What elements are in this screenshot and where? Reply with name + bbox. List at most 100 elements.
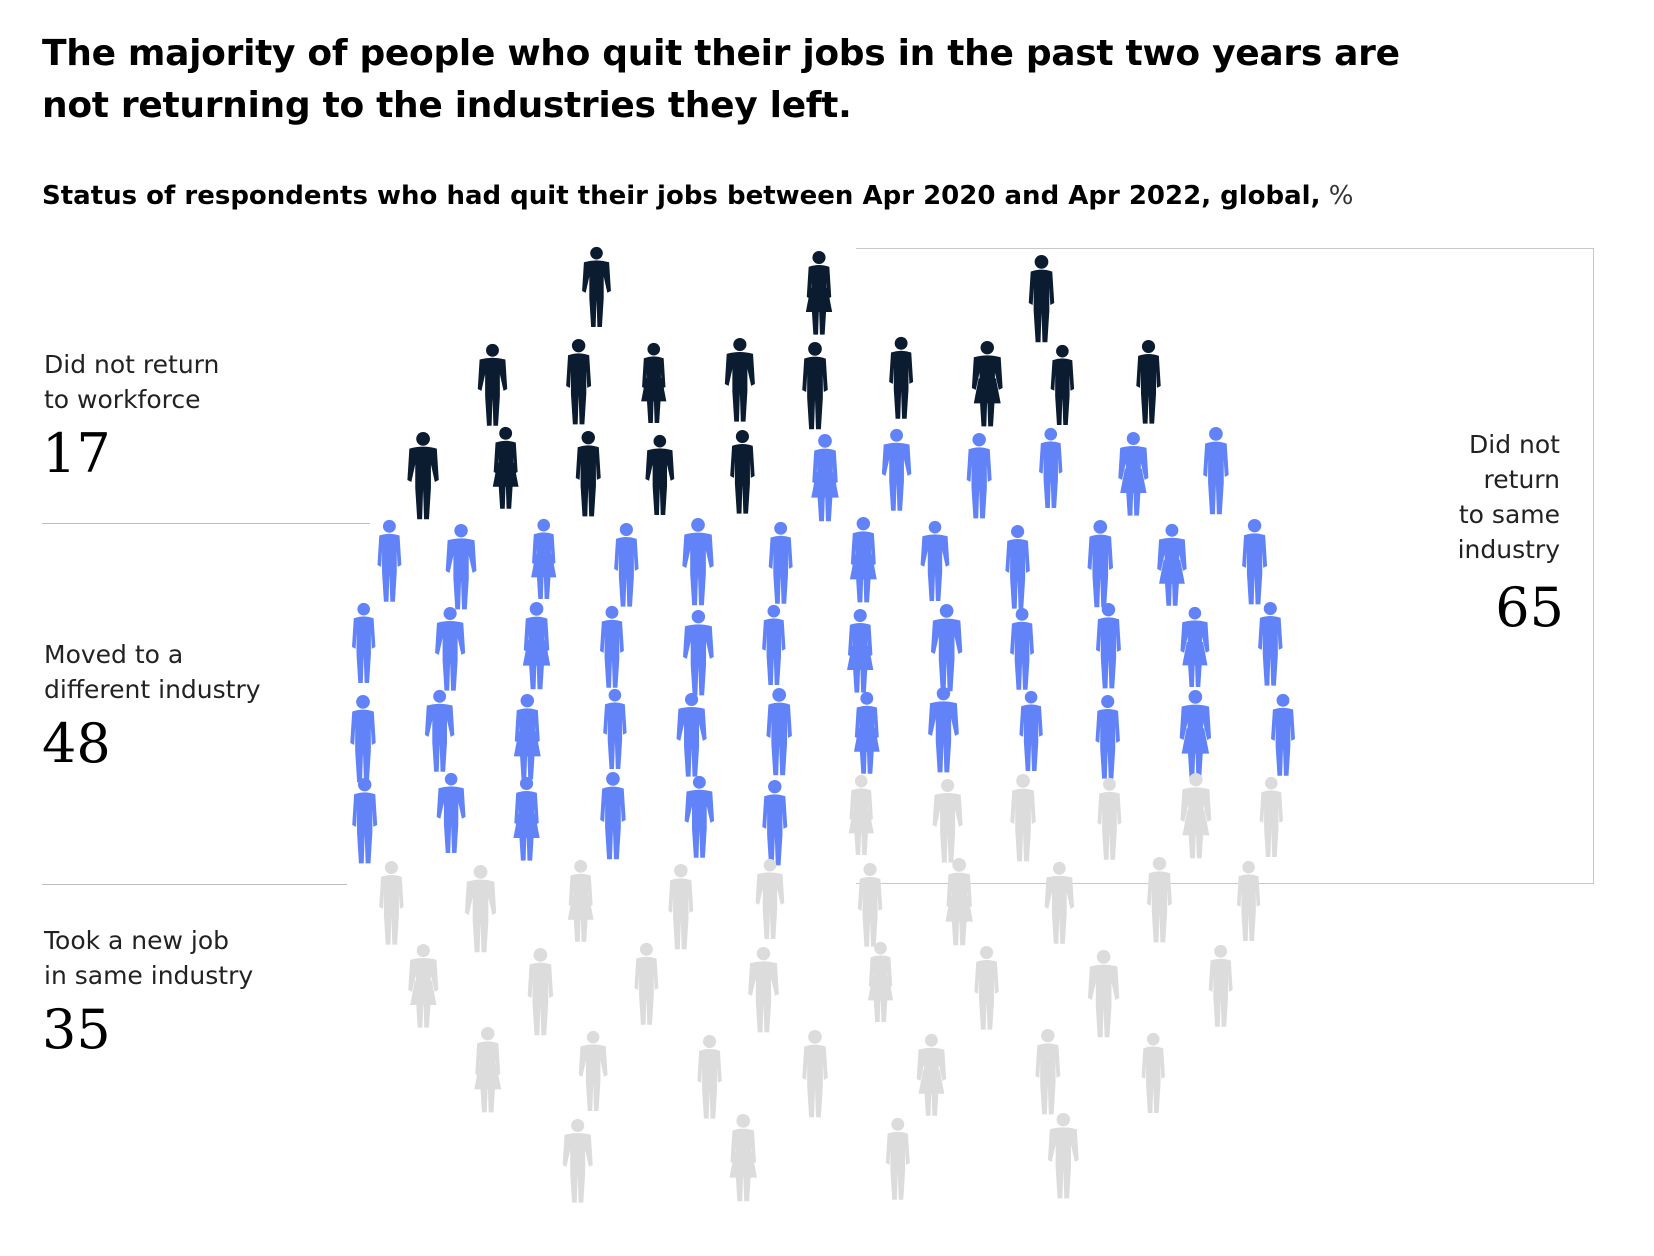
value-same-industry: 35 — [42, 998, 111, 1061]
combined-label-line4: industry — [1457, 535, 1560, 564]
label-same-industry-line1: Took a new job — [44, 926, 230, 955]
figure-same-industry — [567, 859, 594, 942]
figure-same-industry — [1259, 776, 1284, 857]
figure-different-industry — [849, 516, 877, 603]
figure-different-industry — [811, 433, 839, 522]
figure-different-industry — [614, 522, 639, 607]
figure-did-not-return-workforce — [889, 336, 914, 419]
figure-different-industry — [928, 686, 959, 773]
figure-different-industry — [1271, 693, 1295, 776]
figure-same-industry — [802, 1029, 828, 1118]
figure-different-industry — [424, 689, 455, 772]
figure-did-not-return-workforce — [477, 343, 508, 426]
figure-different-industry — [522, 601, 551, 690]
figure-different-industry — [930, 603, 963, 692]
figure-same-industry — [408, 943, 439, 1028]
figure-same-industry — [1010, 773, 1036, 862]
figure-same-industry — [379, 860, 404, 945]
figure-different-industry — [920, 520, 950, 601]
figure-same-industry — [857, 862, 883, 947]
figure-different-industry — [966, 432, 992, 519]
figure-same-industry — [1044, 861, 1075, 944]
figure-same-industry — [729, 1113, 757, 1202]
figure-same-industry — [474, 1026, 502, 1113]
figure-did-not-return-workforce — [575, 430, 601, 517]
figure-different-industry — [1010, 607, 1035, 690]
figure-different-industry — [1242, 518, 1268, 605]
figure-same-industry — [748, 946, 779, 1033]
figure-did-not-return-workforce — [805, 250, 833, 335]
figure-did-not-return-workforce — [1028, 254, 1055, 343]
label-not-return-workforce-line1: Did not return — [44, 350, 220, 379]
figure-different-industry — [1039, 427, 1063, 508]
figure-did-not-return-workforce — [1136, 339, 1161, 424]
figure-different-industry — [1258, 601, 1283, 686]
figure-different-industry — [1203, 426, 1229, 515]
figure-different-industry — [682, 517, 714, 606]
figure-different-industry — [377, 519, 402, 602]
figure-different-industry — [1157, 523, 1187, 606]
figure-different-industry — [762, 604, 786, 685]
figure-same-industry — [916, 1033, 947, 1116]
divider-1 — [42, 523, 370, 524]
figure-different-industry — [1095, 602, 1121, 689]
figure-did-not-return-workforce — [971, 340, 1003, 427]
figure-different-industry — [1180, 606, 1210, 687]
figure-same-industry — [1236, 860, 1261, 941]
figure-different-industry — [1095, 694, 1120, 779]
figure-same-industry — [668, 863, 694, 950]
figure-did-not-return-workforce — [1050, 344, 1075, 425]
label-not-return-workforce-line2: to workforce — [44, 385, 201, 414]
figure-different-industry — [435, 606, 466, 691]
figure-different-industry — [676, 692, 707, 777]
figure-same-industry — [562, 1118, 593, 1203]
combined-label-line1: Did not — [1469, 430, 1560, 459]
figure-did-not-return-workforce — [641, 342, 667, 423]
figure-different-industry — [600, 771, 626, 860]
chart-title: The majority of people who quit their jo… — [42, 33, 1400, 126]
figure-same-industry — [1208, 944, 1233, 1027]
label-different-industry-line1: Moved to a — [44, 640, 184, 669]
figure-different-industry — [513, 776, 540, 861]
subtitle-unit: % — [1328, 181, 1354, 211]
figure-did-not-return-workforce — [492, 426, 519, 509]
figure-same-industry — [697, 1034, 722, 1119]
figure-different-industry — [1019, 690, 1043, 771]
figure-did-not-return-workforce — [724, 337, 755, 422]
figure-same-industry — [527, 947, 554, 1036]
label-same-industry-line2: in same industry — [44, 961, 254, 990]
figure-did-not-return-workforce — [566, 338, 592, 425]
figure-different-industry — [436, 772, 466, 853]
combined-label-line2: return — [1483, 465, 1560, 494]
figure-different-industry — [766, 687, 792, 776]
figure-same-industry — [1097, 777, 1122, 860]
figure-different-industry — [513, 693, 541, 780]
figure-same-industry — [1141, 1032, 1165, 1113]
figure-same-industry — [974, 945, 999, 1030]
figure-different-industry — [762, 779, 788, 866]
figure-did-not-return-workforce — [645, 434, 675, 515]
figure-different-industry — [683, 609, 714, 696]
figure-same-industry — [848, 774, 874, 855]
figure-same-industry — [1087, 949, 1120, 1038]
figure-different-industry — [599, 605, 624, 688]
figure-different-industry — [1179, 689, 1212, 778]
figure-different-industry — [445, 523, 477, 610]
figure-did-not-return-workforce — [407, 431, 439, 520]
figure-same-industry — [885, 1117, 910, 1200]
figure-same-industry — [932, 778, 963, 863]
figure-same-industry — [755, 858, 785, 939]
subtitle-text: Status of respondents who had quit their… — [42, 181, 1321, 211]
combined-label-line3: to same — [1458, 500, 1560, 529]
figure-did-not-return-workforce — [802, 341, 828, 430]
figure-did-not-return-workforce — [582, 246, 611, 327]
figure-different-industry — [350, 694, 376, 783]
figure-different-industry — [684, 775, 715, 858]
figure-different-industry — [351, 602, 376, 683]
figure-same-industry — [945, 857, 973, 946]
figure-different-industry — [1005, 524, 1030, 609]
figure-different-industry — [531, 518, 557, 599]
figure-different-industry — [1118, 431, 1149, 516]
figure-different-industry — [352, 777, 378, 864]
